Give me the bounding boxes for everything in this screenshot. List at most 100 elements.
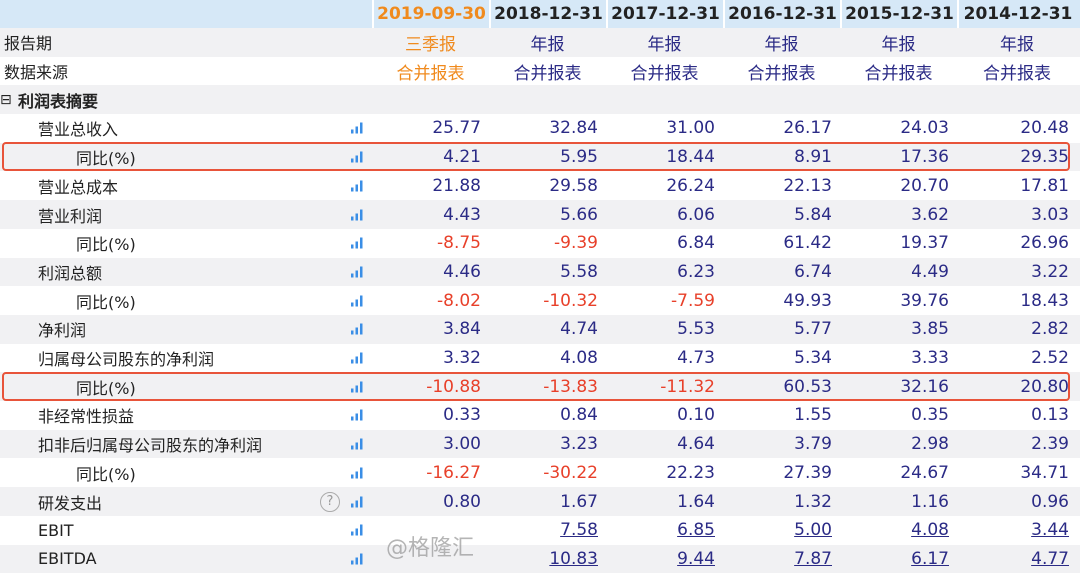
- row-label-cell: 数据来源: [0, 57, 372, 86]
- row-label-cell: 营业总成本: [0, 172, 372, 201]
- value-cell: 20.80: [1020, 376, 1069, 397]
- value-cell: 1.55: [794, 405, 832, 426]
- value-cell: 5.58: [560, 261, 598, 282]
- value-cell[interactable]: 6.17: [911, 548, 949, 569]
- bar-chart-icon[interactable]: [350, 320, 364, 339]
- bar-chart-icon[interactable]: [350, 262, 364, 281]
- value-cell[interactable]: 4.77: [1031, 548, 1069, 569]
- value-cell: 合并报表: [747, 63, 816, 84]
- value-cell: 3.22: [1031, 261, 1069, 282]
- row-label: 利润总额: [38, 263, 103, 283]
- value-cell: 5.53: [677, 319, 715, 340]
- bar-chart-icon[interactable]: [350, 234, 364, 253]
- row-label: 同比(%): [76, 378, 136, 398]
- value-cell: 19.37: [900, 233, 949, 254]
- value-cell: 4.64: [677, 434, 715, 455]
- column-header-date[interactable]: 2016-12-31: [723, 0, 840, 28]
- bar-chart-icon[interactable]: [350, 176, 364, 195]
- bar-chart-icon[interactable]: [350, 435, 364, 454]
- bar-chart-icon[interactable]: [350, 492, 364, 511]
- value-cell: 20.70: [900, 175, 949, 196]
- value-cell[interactable]: 10.83: [549, 548, 598, 569]
- table-row: 净利润 3.84 4.74 5.53 5.77 3.85 2.82: [0, 315, 1080, 344]
- watermark: @格隆汇: [386, 536, 475, 561]
- value-cell: 5.77: [794, 319, 832, 340]
- table-row: 营业利润 4.43 5.66 6.06 5.84 3.62 3.03: [0, 200, 1080, 229]
- bar-chart-icon[interactable]: [350, 349, 364, 368]
- value-cell: 0.35: [911, 405, 949, 426]
- value-cell[interactable]: 7.87: [794, 548, 832, 569]
- row-label-cell: 营业利润: [0, 200, 372, 229]
- value-cell: 27.39: [783, 462, 832, 483]
- value-cell: 年报: [530, 34, 565, 55]
- value-cell: 22.13: [783, 175, 832, 196]
- bar-chart-icon[interactable]: [350, 119, 364, 138]
- value-cell: 合并报表: [630, 63, 699, 84]
- value-cell: 0.13: [1031, 405, 1069, 426]
- value-cell: 3.00: [443, 434, 481, 455]
- value-cell: 6.74: [794, 261, 832, 282]
- value-cell: 31.00: [666, 118, 715, 139]
- value-cell[interactable]: 3.44: [1031, 520, 1069, 541]
- value-cell: 25.77: [432, 118, 481, 139]
- table-row: 同比(%) -8.02 -10.32 -7.59 49.93 39.76 18.43: [0, 286, 1080, 315]
- column-header-date[interactable]: 2015-12-31: [840, 0, 957, 28]
- bar-chart-icon[interactable]: [350, 463, 364, 482]
- row-label: 同比(%): [76, 464, 136, 484]
- bar-chart-icon[interactable]: [350, 148, 364, 167]
- table-row: 归属母公司股东的净利润 3.32 4.08 4.73 5.34 3.33 2.52: [0, 344, 1080, 373]
- column-header-date[interactable]: 2018-12-31: [489, 0, 606, 28]
- header-label-cell: [0, 0, 372, 28]
- section-row: ⊟ 利润表摘要: [0, 85, 1080, 115]
- column-header-date[interactable]: 2017-12-31: [606, 0, 723, 28]
- row-label-cell: 利润总额: [0, 258, 372, 287]
- value-cell: 4.46: [443, 261, 481, 282]
- value-cell: 3.79: [794, 434, 832, 455]
- value-cell: 18.43: [1020, 290, 1069, 311]
- value-cell[interactable]: 4.08: [911, 520, 949, 541]
- bar-chart-icon[interactable]: [350, 521, 364, 540]
- row-label: 报告期: [4, 34, 53, 54]
- value-cell[interactable]: 5.00: [794, 520, 832, 541]
- row-label: 营业总成本: [38, 177, 119, 197]
- value-cell: 3.62: [911, 204, 949, 225]
- bar-chart-icon[interactable]: [350, 406, 364, 425]
- table-row: 同比(%) 4.21 5.95 18.44 8.91 17.36 29.35: [0, 142, 1080, 172]
- value-cell: 4.21: [443, 147, 481, 168]
- row-label: 数据来源: [4, 63, 69, 83]
- value-cell: 2.98: [911, 434, 949, 455]
- value-cell[interactable]: 7.58: [560, 520, 598, 541]
- column-header-date[interactable]: 2019-09-30: [372, 0, 489, 28]
- value-cell[interactable]: 9.44: [677, 548, 715, 569]
- value-cell: 2.39: [1031, 434, 1069, 455]
- value-cell: [606, 85, 723, 114]
- column-header-date[interactable]: 2014-12-31: [957, 0, 1077, 28]
- help-icon[interactable]: ?: [320, 491, 340, 512]
- value-cell: 合并报表: [864, 63, 933, 84]
- value-cell[interactable]: 6.85: [677, 520, 715, 541]
- value-cell: 1.16: [911, 491, 949, 512]
- value-cell: 32.84: [549, 118, 598, 139]
- table-row: 研发支出? 0.80 1.67 1.64 1.32 1.16 0.96: [0, 487, 1080, 516]
- value-cell: -8.75: [437, 233, 481, 254]
- bar-chart-icon[interactable]: [350, 377, 364, 396]
- row-label-cell: 归属母公司股东的净利润: [0, 344, 372, 373]
- row-label-cell: 同比(%): [0, 143, 372, 172]
- collapse-toggle-icon[interactable]: ⊟: [0, 91, 12, 108]
- table-row: 营业总成本 21.88 29.58 26.24 22.13 20.70 17.81: [0, 172, 1080, 201]
- value-cell: 5.66: [560, 204, 598, 225]
- value-cell: [489, 85, 606, 114]
- value-cell: 17.81: [1020, 175, 1069, 196]
- value-cell: 4.08: [560, 348, 598, 369]
- value-cell: 6.06: [677, 204, 715, 225]
- value-cell: 29.35: [1020, 147, 1069, 168]
- bar-chart-icon[interactable]: [350, 549, 364, 568]
- bar-chart-icon[interactable]: [350, 205, 364, 224]
- bar-chart-icon[interactable]: [350, 291, 364, 310]
- value-cell: 26.96: [1020, 233, 1069, 254]
- row-label-cell: EBITDA: [0, 545, 372, 573]
- value-cell: 20.48: [1020, 118, 1069, 139]
- value-cell: 0.10: [677, 405, 715, 426]
- row-label: 同比(%): [76, 235, 136, 255]
- value-cell: -10.32: [543, 290, 598, 311]
